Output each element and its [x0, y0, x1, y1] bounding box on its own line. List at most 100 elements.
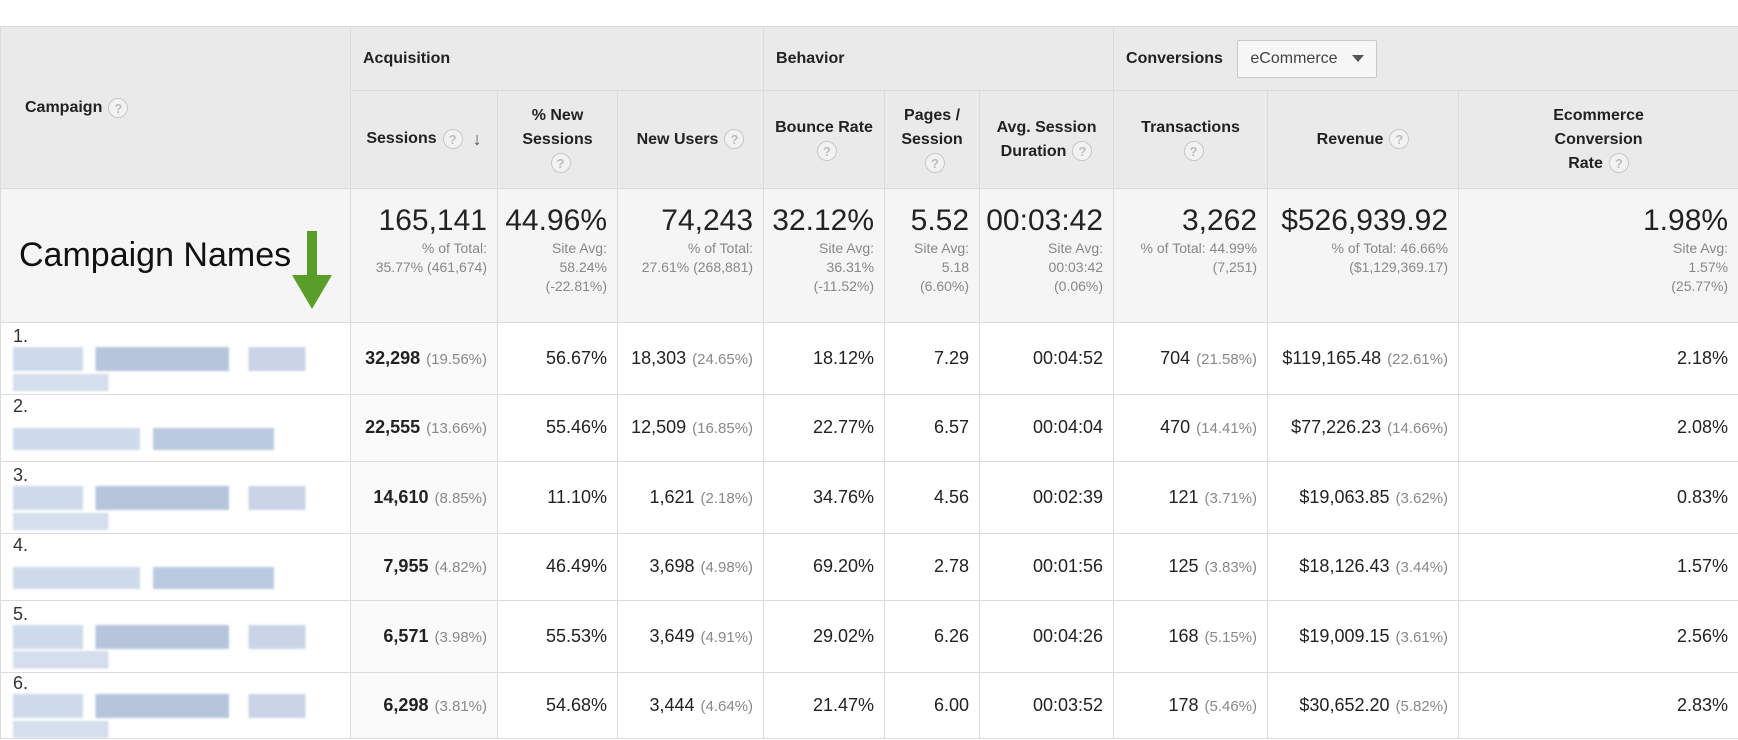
transactions-pct: (5.46%)	[1204, 697, 1258, 715]
sessions-cell: 7,955 (4.82%)	[350, 532, 498, 601]
sessions-column-header[interactable]: Sessions? ↓	[350, 90, 498, 189]
bounce-rate-cell: 29.02%	[763, 599, 886, 673]
blurred-campaign-name[interactable]	[13, 694, 331, 739]
conv-value: 2.18%	[1677, 348, 1729, 368]
total-new-users: 74,243 % of Total: 27.61% (268,881)	[616, 188, 765, 323]
table-row[interactable]: 1. 32,298 (19.56%) 56.67% 18,303 (24.65%) …	[0, 322, 1738, 395]
total-sub: 27.61% (268,881)	[641, 259, 754, 275]
avg-duration-column-header[interactable]: Avg. Session Duration?	[979, 90, 1115, 189]
transactions-cell: 121 (3.71%)	[1113, 460, 1269, 534]
new-users-value: 3,649	[649, 625, 695, 646]
help-icon[interactable]: ?	[108, 97, 129, 118]
row-number: 3.	[13, 465, 29, 486]
blurred-campaign-name[interactable]	[13, 555, 331, 600]
blurred-campaign-name[interactable]	[13, 486, 331, 531]
pct-new-sessions-column-header[interactable]: % New Sessions?	[497, 90, 618, 189]
new-users-column-header[interactable]: New Users?	[616, 90, 765, 189]
sessions-cell: 6,571 (3.98%)	[350, 599, 498, 673]
transactions-cell: 168 (5.15%)	[1113, 599, 1269, 673]
conv-value: 1.57%	[1677, 556, 1729, 577]
table-row[interactable]: 5. 6,571 (3.98%) 55.53% 3,649 (4.91%) 29.0…	[0, 599, 1738, 673]
help-icon[interactable]: ?	[925, 153, 946, 174]
revenue-cell: $119,165.48 (22.61%)	[1267, 322, 1460, 395]
bounce-rate-column-header[interactable]: Bounce Rate?	[763, 90, 886, 189]
sessions-value: 7,955	[383, 556, 429, 577]
revenue-header-label: Revenue	[1316, 130, 1384, 148]
table-row[interactable]: 6. 6,298 (3.81%) 54.68% 3,444 (4.64%) 21.4…	[0, 671, 1738, 740]
behavior-label: Behavior	[776, 49, 845, 67]
blurred-campaign-name[interactable]	[13, 624, 331, 669]
help-icon[interactable]: ?	[550, 153, 571, 174]
campaign-name-cell[interactable]: 5.	[0, 599, 351, 673]
revenue-pct: (3.62%)	[1395, 489, 1449, 507]
transactions-cell: 178 (5.46%)	[1113, 671, 1269, 740]
help-icon[interactable]: ?	[724, 129, 745, 150]
total-sub: (6.60%)	[920, 278, 970, 294]
help-icon[interactable]: ?	[1608, 153, 1629, 174]
conversion-rate-cell: 0.83%	[1458, 460, 1738, 534]
total-sub: % of Total:	[421, 240, 487, 256]
new-users-cell: 3,444 (4.64%)	[616, 671, 765, 740]
bounce-rate-cell: 22.77%	[763, 394, 886, 462]
blurred-campaign-name[interactable]	[13, 416, 331, 461]
pages-value: 4.56	[933, 486, 970, 507]
sort-desc-icon[interactable]: ↓	[472, 129, 482, 150]
blurred-campaign-name[interactable]	[13, 347, 331, 392]
campaign-name-cell[interactable]: 4.	[0, 532, 351, 601]
avg-duration-cell: 00:03:52	[979, 671, 1115, 740]
conversion-rate-column-header[interactable]: Ecommerce Conversion Rate?	[1458, 90, 1738, 189]
pages-value: 6.26	[933, 625, 970, 646]
pct-new-sessions-cell: 46.49%	[497, 532, 618, 601]
transactions-pct: (14.41%)	[1196, 420, 1258, 438]
table-row[interactable]: 2. 22,555 (13.66%) 55.46% 12,509 (16.85%) …	[0, 394, 1738, 462]
new-users-pct: (24.65%)	[692, 351, 754, 368]
help-icon[interactable]: ?	[1183, 141, 1204, 162]
duration-value: 00:01:56	[1032, 556, 1104, 577]
pct-new-sessions-cell: 11.10%	[497, 460, 618, 534]
duration-value: 00:04:52	[1032, 348, 1104, 368]
pages-value: 7.29	[933, 348, 970, 368]
sessions-cell: 14,610 (8.85%)	[350, 460, 498, 534]
total-value: 1.98%	[1642, 204, 1729, 237]
pct-new-sessions-cell: 56.67%	[497, 322, 618, 395]
help-icon[interactable]: ?	[1389, 129, 1410, 150]
revenue-column-header[interactable]: Revenue?	[1267, 90, 1460, 189]
conv-value: 2.08%	[1677, 417, 1729, 438]
row-number: 2.	[13, 395, 29, 416]
new-users-cell: 3,698 (4.98%)	[616, 532, 765, 601]
bounce-value: 29.02%	[812, 625, 875, 646]
campaign-header-label: Campaign	[25, 98, 103, 116]
table-row[interactable]: 3. 14,610 (8.85%) 11.10% 1,621 (2.18%) 34.…	[0, 460, 1738, 534]
campaign-name-cell[interactable]: 2.	[0, 394, 351, 462]
help-icon[interactable]: ?	[1072, 141, 1093, 162]
sessions-value: 6,571	[383, 625, 429, 646]
total-sub: (7,251)	[1212, 259, 1258, 275]
sessions-cell: 32,298 (19.56%)	[350, 322, 498, 395]
pages-session-header-line1: Pages /	[904, 106, 961, 124]
total-sessions: 165,141 % of Total: 35.77% (461,674)	[350, 188, 498, 323]
new-users-value: 3,444	[649, 694, 695, 715]
bounce-rate-cell: 18.12%	[763, 322, 886, 395]
help-icon[interactable]: ?	[442, 129, 463, 150]
total-sub: Site Avg:	[1048, 240, 1104, 256]
pages-session-cell: 4.56	[884, 460, 981, 534]
pages-session-column-header[interactable]: Pages / Session?	[884, 90, 981, 189]
total-value: 165,141	[378, 204, 487, 237]
help-icon[interactable]: ?	[817, 141, 838, 162]
conversion-type-dropdown[interactable]: eCommerce	[1237, 39, 1377, 78]
new-users-value: 1,621	[649, 486, 695, 507]
new-users-pct: (4.91%)	[700, 628, 754, 646]
new-users-value: 3,698	[649, 556, 695, 577]
conversions-group-header: Conversions eCommerce	[1113, 26, 1738, 91]
total-sub: (25.77%)	[1671, 278, 1729, 294]
campaign-name-cell[interactable]: 3.	[0, 460, 351, 534]
campaign-name-cell[interactable]: 1.	[0, 322, 351, 395]
table-row[interactable]: 4. 7,955 (4.82%) 46.49% 3,698 (4.98%) 69.2…	[0, 532, 1738, 601]
pct-new-header-line1: % New	[531, 106, 584, 124]
campaign-column-header[interactable]: Campaign?	[0, 26, 351, 189]
green-down-arrow-icon	[292, 231, 332, 309]
total-bounce-rate: 32.12% Site Avg: 36.31% (-11.52%)	[763, 188, 886, 323]
transactions-column-header[interactable]: Transactions?	[1113, 90, 1269, 189]
pages-session-cell: 7.29	[884, 322, 981, 395]
campaign-name-cell[interactable]: 6.	[0, 671, 351, 740]
